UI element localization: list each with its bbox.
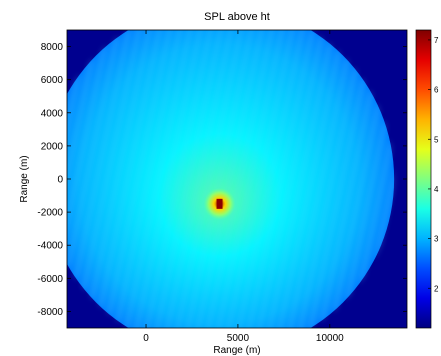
- x-tick-label: 5000: [227, 333, 250, 344]
- y-tick-label: 8000: [41, 42, 64, 53]
- colorbar-tick-label: 6: [434, 86, 439, 95]
- colorbar-tick-label: 4: [434, 185, 439, 194]
- colorbar-tick-label: 2: [434, 284, 439, 293]
- source-peak-marker: [216, 198, 223, 209]
- spl-field-texture: [67, 30, 395, 328]
- y-tick-label: 6000: [41, 75, 64, 86]
- y-tick-label: -4000: [37, 241, 63, 252]
- y-axis-label: Range (m): [19, 155, 30, 202]
- colorbar-ticks: 7 6 5 4 3 2: [428, 36, 439, 293]
- x-tick-label: 10000: [316, 333, 344, 344]
- colorbar: 7 6 5 4 3 2: [415, 29, 439, 329]
- y-tick-label: 4000: [41, 108, 64, 119]
- y-axis-ticks: 8000 6000 4000 2000 0 -2000 -4000 -6000 -8000: [37, 42, 407, 318]
- x-tick-label: 0: [143, 333, 149, 344]
- x-axis-label: Range (m): [213, 345, 260, 356]
- colorbar-tick-label: 7: [434, 36, 439, 45]
- colorbar-tick-label: 5: [434, 135, 439, 144]
- colorbar-gradient: [415, 29, 432, 329]
- y-tick-label: 2000: [41, 141, 64, 152]
- colorbar-tick-label: 3: [434, 235, 439, 244]
- y-tick-label: -6000: [37, 274, 63, 285]
- x-axis-ticks: 0 5000 10000: [143, 30, 344, 344]
- y-tick-label: -2000: [37, 208, 63, 219]
- plot-area: [66, 29, 408, 329]
- chart-title: SPL above ht: [204, 11, 270, 23]
- y-tick-label: -8000: [37, 307, 63, 318]
- y-tick-label: 0: [57, 175, 63, 186]
